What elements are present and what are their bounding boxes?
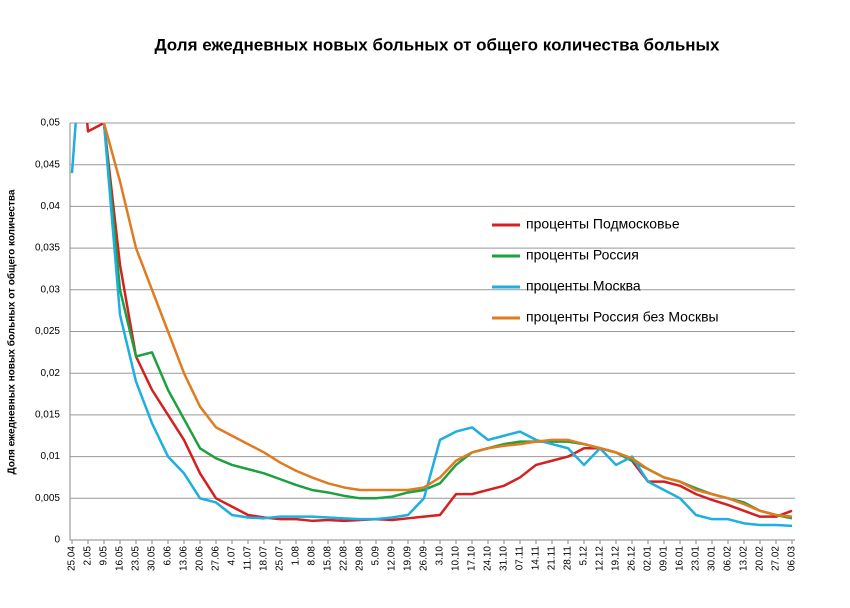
x-tick-label: 06.02 (723, 546, 734, 571)
y-tick-label: 0,015 (35, 410, 60, 421)
series-line (70, 123, 793, 528)
y-tick-label: 0,035 (35, 243, 60, 254)
x-tick-label: 19.09 (403, 546, 414, 571)
x-tick-label: 15.08 (323, 546, 334, 571)
x-tick-label: 29.08 (355, 546, 366, 571)
x-tick-label: 22.08 (339, 546, 350, 571)
x-tick-label: 1.08 (291, 546, 302, 566)
y-tick-label: 0,04 (41, 201, 61, 212)
y-tick-label: 0 (54, 535, 60, 546)
x-tick-label: 20.02 (755, 546, 766, 571)
x-tick-label: 4.07 (227, 546, 238, 566)
x-tick-label: 28.11 (563, 546, 574, 571)
x-tick-label: 25.07 (275, 546, 286, 571)
y-tick-label: 0,005 (35, 493, 60, 504)
y-tick-label: 0,025 (35, 326, 60, 337)
legend-label: проценты Россия (526, 247, 639, 263)
x-tick-label: 06.03 (787, 546, 798, 571)
chart-title: Доля ежедневных новых больных от общего … (154, 35, 720, 54)
x-tick-label: 24.10 (483, 546, 494, 571)
legend-label: проценты Подмосковье (526, 216, 680, 232)
legend-label: проценты Россия без Москвы (526, 309, 719, 325)
series-line (85, 123, 793, 523)
x-tick-label: 30.01 (707, 546, 718, 571)
x-tick-label: 27.06 (211, 546, 222, 571)
x-tick-label: 27.02 (771, 546, 782, 571)
legend-label: проценты Москва (526, 278, 641, 294)
x-tick-label: 16.01 (675, 546, 686, 571)
x-tick-label: 07.11 (515, 546, 526, 571)
x-tick-label: 18.07 (259, 546, 270, 571)
y-tick-label: 0,05 (41, 118, 61, 129)
x-tick-label: 26.09 (419, 546, 430, 571)
x-tick-label: 02.01 (643, 546, 654, 571)
x-tick-label: 30.05 (147, 546, 158, 571)
x-tick-label: 12.09 (387, 546, 398, 571)
y-tick-label: 0,01 (41, 451, 61, 462)
x-tick-label: 2.05 (83, 546, 94, 566)
x-tick-label: 5.12 (579, 546, 590, 566)
x-tick-label: 12.12 (595, 546, 606, 571)
x-tick-label: 10.10 (451, 546, 462, 571)
x-tick-label: 16.05 (115, 546, 126, 571)
y-axis-label: Доля ежедневных новых больных от общего … (6, 189, 18, 474)
plot-area (70, 123, 793, 528)
x-tick-label: 8.08 (307, 546, 318, 566)
y-tick-label: 0,045 (35, 159, 60, 170)
x-tick-label: 20.06 (195, 546, 206, 571)
series-line (102, 123, 793, 520)
x-tick-label: 3.10 (435, 546, 446, 566)
x-tick-label: 9.05 (99, 546, 110, 566)
y-tick-label: 0,02 (41, 368, 61, 379)
x-tick-label: 23.05 (131, 546, 142, 571)
x-tick-label: 14.11 (531, 546, 542, 571)
y-tick-label: 0,03 (41, 284, 61, 295)
x-tick-label: 25.04 (67, 546, 78, 571)
x-tick-label: 17.10 (467, 546, 478, 571)
x-tick-label: 09.01 (659, 546, 670, 571)
x-tick-label: 31.10 (499, 546, 510, 571)
x-tick-label: 23.01 (691, 546, 702, 571)
x-tick-label: 5.09 (371, 546, 382, 566)
x-tick-label: 26.12 (627, 546, 638, 571)
x-tick-label: 6.06 (163, 546, 174, 566)
x-tick-label: 11.07 (243, 546, 254, 571)
series-line (102, 123, 793, 518)
x-tick-label: 13.02 (739, 546, 750, 571)
x-tick-label: 19.12 (611, 546, 622, 571)
x-tick-label: 21.11 (547, 546, 558, 571)
x-tick-label: 13.06 (179, 546, 190, 571)
